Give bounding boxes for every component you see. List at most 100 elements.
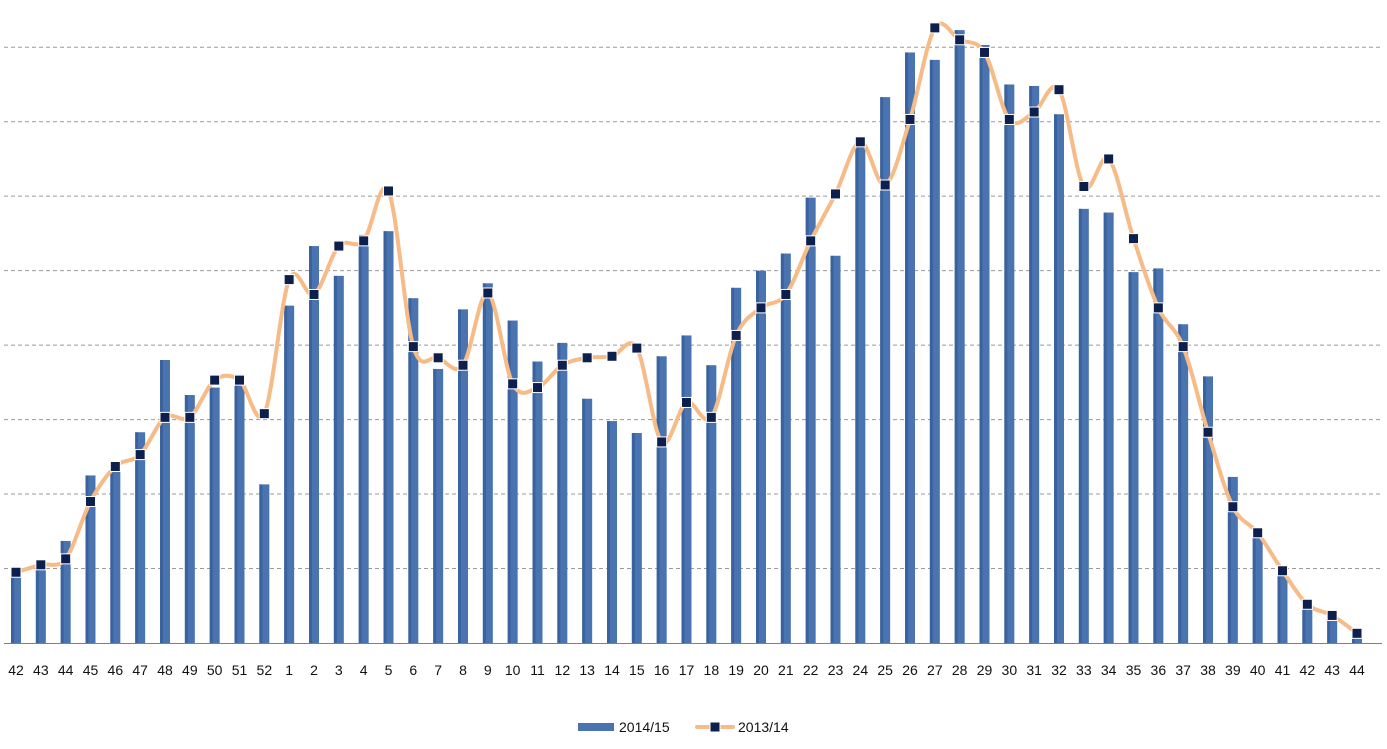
bar-layer (11, 30, 1362, 644)
bar (507, 320, 518, 643)
bar (1302, 605, 1313, 643)
x-tick-label: 38 (1200, 662, 1216, 678)
line-marker (755, 302, 767, 314)
line-marker (979, 46, 990, 58)
bar (1054, 114, 1064, 643)
grid-layer (4, 46, 1382, 570)
x-tick-label: 11 (530, 662, 545, 678)
line-marker (1351, 627, 1363, 639)
bar-shade (582, 398, 586, 643)
line-marker (234, 374, 245, 386)
bar-shade (209, 387, 213, 643)
bar-shade (805, 197, 809, 643)
bar-shade (929, 59, 933, 644)
bar-shade (731, 287, 735, 643)
line-marker (333, 240, 345, 252)
x-tick-label: 39 (1225, 662, 1241, 678)
x-tick-label: 34 (1101, 662, 1117, 678)
bar-shade (1103, 212, 1107, 643)
line-marker (1227, 501, 1239, 513)
bar (234, 378, 245, 643)
bar-shade (855, 136, 859, 643)
x-tick-label: 51 (232, 662, 248, 678)
bar (756, 270, 766, 643)
bar-shade (631, 432, 635, 643)
bar-shade (780, 253, 784, 643)
line-marker (457, 359, 469, 371)
bar (433, 368, 444, 643)
x-tick-label: 1 (285, 662, 293, 678)
bar (830, 255, 841, 644)
bar (11, 573, 21, 643)
bar-shade (160, 360, 163, 643)
bar-shade (85, 475, 89, 643)
line-marker (60, 553, 72, 565)
bar (1078, 208, 1089, 643)
bar-shade (1153, 268, 1157, 643)
line-marker (407, 341, 419, 353)
line-marker (904, 113, 916, 125)
legend-label-2013-14: 2013/14 (738, 719, 789, 735)
line-marker (1177, 341, 1189, 353)
x-tick-label: 31 (1026, 662, 1042, 678)
x-tick-label: 43 (1324, 662, 1340, 678)
bar (458, 309, 468, 643)
x-tick-label: 47 (132, 662, 148, 678)
line-marker (209, 374, 221, 386)
x-tick-label: 4 (360, 662, 368, 678)
x-tick-label: 46 (108, 662, 124, 678)
bar (855, 136, 866, 643)
bar (607, 421, 617, 643)
x-tick-label: 12 (555, 662, 571, 678)
bar-shade (1178, 324, 1182, 643)
bar-shade (60, 540, 64, 643)
bar (731, 287, 742, 643)
line-marker (35, 559, 47, 571)
line-marker (308, 288, 320, 300)
line-marker (1128, 233, 1139, 245)
bar-shade (756, 270, 759, 643)
bar (85, 475, 96, 643)
bar (880, 97, 891, 643)
bar-shade (408, 298, 412, 643)
bar-shade (433, 368, 437, 643)
x-tick-label: 3 (335, 662, 343, 678)
x-tick-label: 29 (977, 662, 993, 678)
bar (60, 540, 71, 643)
axis-layer: 42 43 44 45 46 47 48 49 50 51 52 1 2 3 4 5 6 7 8 9 10 11 12 13 1… (4, 643, 1382, 678)
x-tick-label: 33 (1076, 662, 1092, 678)
bar (954, 30, 965, 644)
line-marker (85, 496, 96, 508)
x-tick-label: 19 (728, 662, 744, 678)
bar (979, 45, 990, 644)
line-marker (1326, 609, 1338, 621)
line-marker (954, 34, 966, 46)
bar-shade (234, 378, 238, 643)
bar-shade (259, 484, 263, 643)
bar (160, 360, 170, 643)
bar (1252, 531, 1263, 643)
bar-shade (309, 246, 312, 643)
line-marker (705, 411, 717, 423)
line-marker (159, 411, 171, 423)
bar-shade (1302, 605, 1306, 643)
line-marker (383, 185, 394, 197)
bar-shade (184, 395, 188, 643)
bar-shade (905, 52, 908, 643)
bar-shade (458, 309, 461, 643)
x-tick-label: 5 (385, 662, 393, 678)
bar-shade (1227, 476, 1231, 643)
x-tick-label: 17 (679, 662, 695, 678)
bar (681, 335, 692, 643)
line-marker (1277, 565, 1288, 577)
bar (532, 361, 543, 643)
line-marker (358, 235, 370, 247)
x-tick-label: 14 (604, 662, 620, 678)
legend: 2014/15 2013/14 (578, 719, 789, 735)
x-tick-label: 24 (853, 662, 869, 678)
x-tick-label: 20 (753, 662, 769, 678)
line-marker (184, 411, 196, 423)
bar (358, 234, 369, 643)
bar (383, 231, 394, 643)
